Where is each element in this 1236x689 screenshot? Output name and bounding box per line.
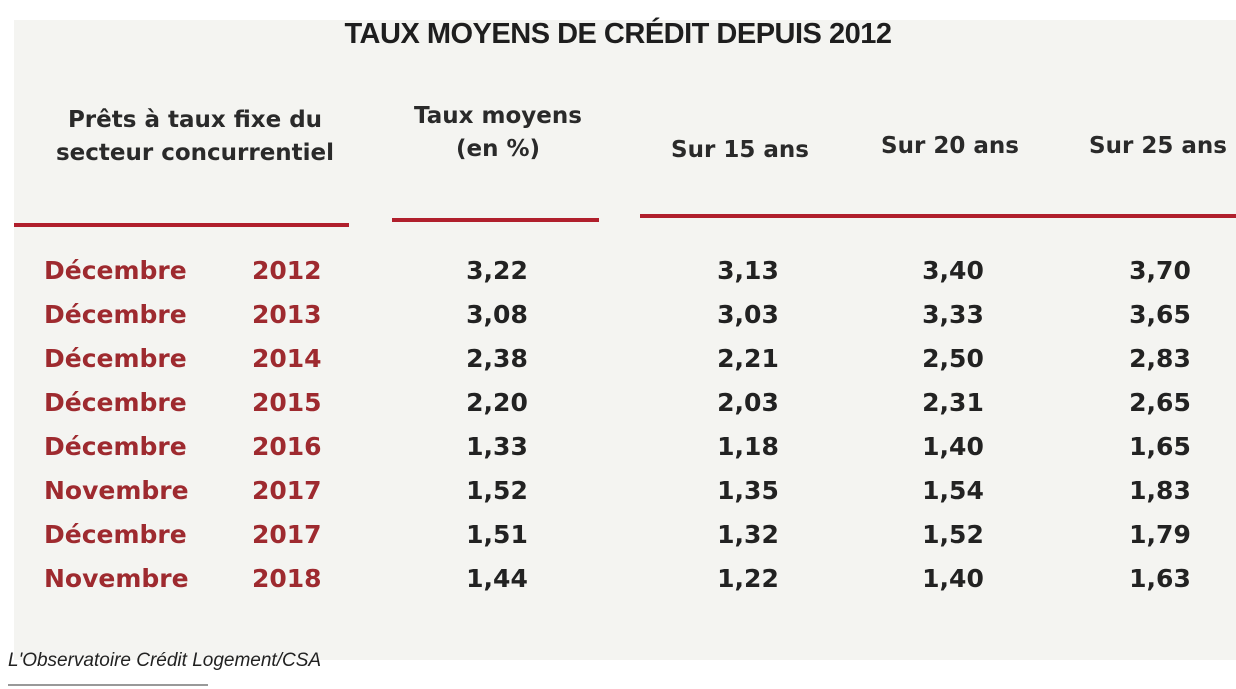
row-rate-20: 3,40 [922, 256, 984, 285]
header-25-years: Sur 25 ans [1089, 133, 1227, 159]
row-month: Décembre [44, 344, 187, 373]
row-average-rate: 1,52 [466, 476, 528, 505]
table-row: Décembre 2016 1,33 1,18 1,40 1,65 [0, 432, 1236, 476]
table-row: Novembre 2018 1,44 1,22 1,40 1,63 [0, 564, 1236, 608]
table-row: Décembre 2015 2,20 2,03 2,31 2,65 [0, 388, 1236, 432]
row-rate-15: 1,18 [717, 432, 779, 461]
row-rate-20: 2,50 [922, 344, 984, 373]
row-average-rate: 1,44 [466, 564, 528, 593]
row-year: 2013 [252, 300, 322, 329]
row-rate-15: 1,22 [717, 564, 779, 593]
header-20-years: Sur 20 ans [881, 133, 1019, 159]
row-year: 2014 [252, 344, 322, 373]
row-year: 2018 [252, 564, 322, 593]
row-rate-15: 1,32 [717, 520, 779, 549]
row-rate-25: 1,79 [1129, 520, 1191, 549]
row-rate-20: 3,33 [922, 300, 984, 329]
row-rate-20: 1,52 [922, 520, 984, 549]
source-caption: L'Observatoire Crédit Logement/CSA [8, 650, 322, 671]
header-rule-durations [640, 214, 1236, 218]
row-average-rate: 1,51 [466, 520, 528, 549]
row-rate-15: 1,35 [717, 476, 779, 505]
row-year: 2017 [252, 520, 322, 549]
source-underline [8, 684, 208, 686]
row-year: 2016 [252, 432, 322, 461]
row-month: Décembre [44, 388, 187, 417]
table-row: Novembre 2017 1,52 1,35 1,54 1,83 [0, 476, 1236, 520]
row-month: Décembre [44, 520, 187, 549]
row-year: 2015 [252, 388, 322, 417]
table-row: Décembre 2017 1,51 1,32 1,52 1,79 [0, 520, 1236, 564]
row-rate-20: 1,40 [922, 432, 984, 461]
table-panel [14, 20, 1236, 660]
row-year: 2012 [252, 256, 322, 285]
row-rate-20: 2,31 [922, 388, 984, 417]
row-average-rate: 1,33 [466, 432, 528, 461]
header-loan-type: Prêts à taux fixe du secteur concurrenti… [55, 107, 335, 166]
header-rule-average-rate [392, 218, 599, 222]
row-rate-25: 3,70 [1129, 256, 1191, 285]
row-rate-20: 1,54 [922, 476, 984, 505]
row-month: Décembre [44, 300, 187, 329]
row-rate-25: 1,63 [1129, 564, 1191, 593]
row-average-rate: 3,08 [466, 300, 528, 329]
row-average-rate: 2,20 [466, 388, 528, 417]
table-row: Décembre 2013 3,08 3,03 3,33 3,65 [0, 300, 1236, 344]
row-rate-15: 2,21 [717, 344, 779, 373]
row-rate-25: 1,83 [1129, 476, 1191, 505]
header-15-years: Sur 15 ans [671, 137, 809, 163]
table-row: Décembre 2014 2,38 2,21 2,50 2,83 [0, 344, 1236, 388]
row-rate-25: 1,65 [1129, 432, 1191, 461]
row-rate-25: 2,83 [1129, 344, 1191, 373]
row-month: Décembre [44, 256, 187, 285]
table-row: Décembre 2012 3,22 3,13 3,40 3,70 [0, 256, 1236, 300]
header-rule-loan-type [14, 223, 349, 227]
row-month: Novembre [44, 564, 189, 593]
row-month: Décembre [44, 432, 187, 461]
row-average-rate: 2,38 [466, 344, 528, 373]
header-average-rate: Taux moyens (en %) [414, 103, 582, 162]
row-year: 2017 [252, 476, 322, 505]
row-month: Novembre [44, 476, 189, 505]
row-rate-15: 3,03 [717, 300, 779, 329]
row-rate-25: 2,65 [1129, 388, 1191, 417]
row-average-rate: 3,22 [466, 256, 528, 285]
table-title: TAUX MOYENS DE CRÉDIT DEPUIS 2012 [344, 18, 892, 50]
row-rate-15: 2,03 [717, 388, 779, 417]
row-rate-15: 3,13 [717, 256, 779, 285]
row-rate-20: 1,40 [922, 564, 984, 593]
row-rate-25: 3,65 [1129, 300, 1191, 329]
